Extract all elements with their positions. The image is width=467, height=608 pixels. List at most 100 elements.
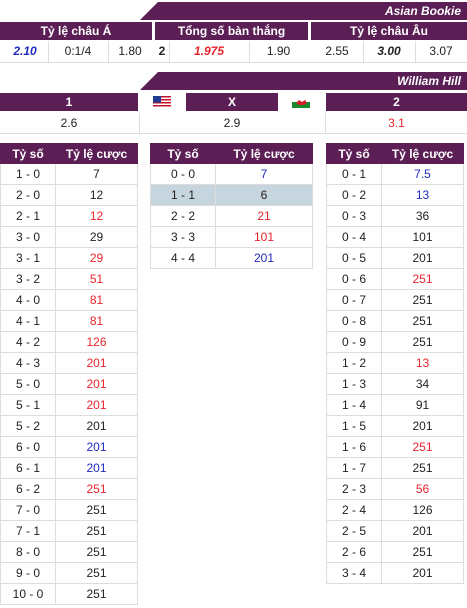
odds-cell: 201 [381,415,464,437]
score-row: 3 - 0 29 [0,226,138,248]
odds-cell: 13 [381,352,464,374]
odds-cell: 126 [55,331,138,353]
score-row: 0 - 1 7.5 [326,163,464,185]
score-cell: 2 - 5 [326,520,382,542]
score-row: 3 - 3 101 [150,226,313,248]
euro-home-odds: 2.55 [325,44,349,58]
score-cell: 6 - 1 [0,457,56,479]
header-home-win: 1 [0,93,138,111]
score-row: 5 - 1 201 [0,394,138,416]
odds-cell: 251 [55,520,138,542]
score-row: 8 - 0 251 [0,541,138,563]
william-hill-banner: William Hill [140,72,467,90]
score-row: 1 - 7 251 [326,457,464,479]
score-cell: 3 - 4 [326,562,382,584]
score-cell: 0 - 7 [326,289,382,311]
score-row: 1 - 6 251 [326,436,464,458]
score-row: 3 - 4 201 [326,562,464,584]
score-row: 2 - 3 56 [326,478,464,500]
score-cell: 2 - 3 [326,478,382,500]
total-under-odds: 1.90 [266,44,291,58]
odds-away-win: 3.1 [388,116,405,130]
odds-cell: 201 [381,520,464,542]
score-row: 2 - 1 12 [0,205,138,227]
score-cell: 5 - 0 [0,373,56,395]
score-row: 0 - 8 251 [326,310,464,332]
score-cell: 4 - 0 [0,289,56,311]
odds-cell: 201 [55,373,138,395]
score-row: 2 - 6 251 [326,541,464,563]
asian-bookie-banner: Asian Bookie [140,2,467,20]
score-row: 3 - 1 29 [0,247,138,269]
odds-cell: 101 [215,226,313,248]
score-row: 6 - 0 201 [0,436,138,458]
odds-cell: 34 [381,373,464,395]
score-row: 4 - 2 126 [0,331,138,353]
score-row: 4 - 1 81 [0,310,138,332]
score-cell: 3 - 1 [0,247,56,269]
score-row: 6 - 1 201 [0,457,138,479]
us-flag-icon [153,96,171,108]
odds-cell: 251 [381,310,464,332]
odds-cell: 56 [381,478,464,500]
score-cell: 2 - 2 [150,205,216,227]
score-row: 4 - 0 81 [0,289,138,311]
score-row: 1 - 2 13 [326,352,464,374]
score-cell: 0 - 6 [326,268,382,290]
score-row: 2 - 5 201 [326,520,464,542]
score-row: 0 - 9 251 [326,331,464,353]
col-score: Tỷ số [326,143,382,164]
score-cell: 5 - 1 [0,394,56,416]
col-score: Tỷ số [0,143,56,164]
col-score: Tỷ số [150,143,216,164]
score-row: 1 - 4 91 [326,394,464,416]
score-cell: 0 - 8 [326,310,382,332]
total-goals-line: 2 [158,44,166,58]
score-cell: 0 - 4 [326,226,382,248]
score-row: 3 - 2 51 [0,268,138,290]
odds-cell: 251 [381,268,464,290]
score-cell: 1 - 1 [150,184,216,206]
score-cell: 4 - 3 [0,352,56,374]
score-cell: 1 - 2 [326,352,382,374]
score-row: 0 - 6 251 [326,268,464,290]
header-away-win: 2 [326,93,467,111]
odds-cell: 251 [55,499,138,521]
odds-cell: 251 [381,457,464,479]
odds-cell: 251 [381,331,464,353]
score-cell: 0 - 0 [150,163,216,185]
score-cell: 4 - 1 [0,310,56,332]
header-asian-handicap: Tỷ lệ châu Á [0,22,152,40]
odds-cell: 201 [55,352,138,374]
odds-cell: 6 [215,184,313,206]
score-cell: 1 - 4 [326,394,382,416]
score-cell: 1 - 5 [326,415,382,437]
score-row: 1 - 3 34 [326,373,464,395]
score-row: 10 - 0 251 [0,583,138,605]
odds-home-win: 2.6 [60,116,78,130]
score-cell: 7 - 0 [0,499,56,521]
score-cell: 4 - 2 [0,331,56,353]
score-cell: 3 - 2 [0,268,56,290]
odds-cell: 21 [215,205,313,227]
odds-cell: 91 [381,394,464,416]
score-cell: 3 - 3 [150,226,216,248]
odds-cell: 13 [381,184,464,206]
header-total-goals: Tổng số bàn thắng [155,22,308,40]
score-cell: 2 - 0 [0,184,56,206]
score-cell: 4 - 4 [150,247,216,269]
score-cell: 0 - 2 [326,184,382,206]
odds-cell: 201 [55,415,138,437]
score-row: 4 - 3 201 [0,352,138,374]
score-cell: 1 - 0 [0,163,56,185]
asian-handicap-line: 0:1/4 [64,44,92,58]
away-win-scores-table: Tỷ số Tỷ lệ cược 0 - 1 7.5 0 - 2 13 0 - 3 36 0… [326,143,464,584]
score-row: 0 - 5 201 [326,247,464,269]
odds-cell: 201 [55,457,138,479]
odds-cell: 12 [55,184,138,206]
euro-draw-odds: 3.00 [377,44,401,58]
odds-cell: 101 [381,226,464,248]
